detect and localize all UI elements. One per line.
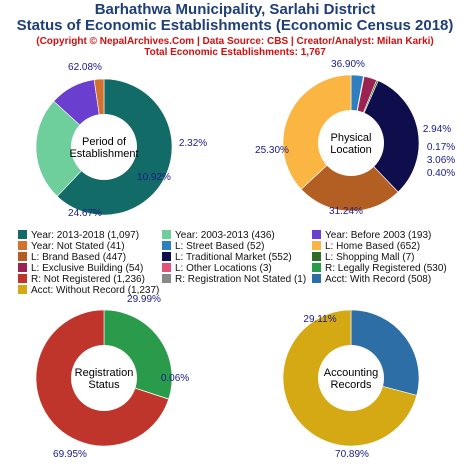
pie-slice [350, 80, 420, 193]
legend-swatch [18, 241, 27, 250]
legend-item: L: Shopping Mall (7) [312, 252, 415, 264]
data-label: 29.11% [303, 314, 336, 325]
donut-hole [318, 345, 384, 411]
legend-item: R: Not Registered (1,236) [18, 274, 145, 286]
legend-item: R: Legally Registered (530) [312, 263, 447, 275]
data-label: 0.06% [161, 373, 189, 384]
data-label: 10.92% [137, 172, 171, 183]
legend-item: Year: Before 2003 (193) [312, 230, 431, 242]
legend-swatch [312, 274, 321, 283]
data-label: 70.89% [335, 449, 369, 460]
center-label: Registration [75, 367, 134, 379]
legend-label: R: Not Registered (1,236) [31, 274, 145, 285]
legend-swatch [18, 230, 27, 239]
legend-label: L: Home Based (652) [325, 241, 421, 252]
legend-swatch [312, 252, 321, 261]
legend-label: R: Legally Registered (530) [325, 263, 447, 274]
legend-item: L: Brand Based (447) [18, 252, 126, 264]
chart-title: Barhathwa Municipality, Sarlahi District [94, 1, 376, 18]
total-line: Total Economic Establishments: 1,767 [144, 47, 326, 58]
legend-label: Year: Before 2003 (193) [325, 230, 432, 241]
legend-label: Acct: With Record (508) [325, 274, 432, 285]
legend-swatch [162, 252, 171, 261]
center-label: Status [88, 379, 120, 391]
legend-item: Year: 2003-2013 (436) [162, 230, 275, 242]
legend-swatch [162, 241, 171, 250]
data-label: 25.30% [255, 145, 289, 156]
chart-header: Barhathwa Municipality, Sarlahi District… [0, 0, 470, 59]
legend-item: L: Exclusive Building (54) [18, 263, 143, 275]
legend-swatch [18, 263, 27, 272]
legend-swatch [312, 241, 321, 250]
data-label: 2.32% [179, 138, 207, 149]
legend-label: Year: 2003-2013 (436) [175, 230, 275, 241]
legend-item: Year: Not Stated (41) [18, 241, 125, 253]
legend-label: L: Brand Based (447) [31, 252, 127, 263]
legend-label: L: Other Locations (3) [175, 263, 272, 274]
pie-slice [35, 100, 105, 197]
chart-subtitle: Status of Economic Establishments (Econo… [16, 17, 454, 34]
data-label: 2.94% [423, 124, 451, 135]
legend-label: Year: 2013-2018 (1,097) [31, 230, 140, 241]
legend-item: L: Traditional Market (552) [162, 252, 292, 264]
center-label: Records [331, 379, 372, 391]
legend-label: L: Exclusive Building (54) [31, 263, 144, 274]
legend-swatch [312, 230, 321, 239]
legend-item: Year: 2013-2018 (1,097) [18, 230, 139, 242]
center-label: Physical [331, 132, 372, 144]
legend-item: Acct: With Record (508) [312, 274, 431, 286]
data-label: 29.99% [127, 294, 161, 305]
data-label: 24.67% [68, 208, 102, 219]
center-label: Location [330, 144, 372, 156]
pie-slice [282, 74, 352, 190]
legend-label: Year: Not Stated (41) [31, 241, 125, 252]
donut-hole [71, 345, 137, 411]
data-label: 0.40% [427, 168, 455, 179]
credit-line: (Copyright © NepalArchives.Com | Data So… [36, 36, 434, 47]
center-label: Accounting [324, 367, 378, 379]
data-label: 36.90% [331, 59, 365, 70]
data-label: 0.17% [427, 142, 455, 153]
legend-item: L: Street Based (52) [162, 241, 265, 253]
legend-item: Acct: Without Record (1,237) [18, 285, 159, 297]
legend-swatch [312, 263, 321, 272]
pie-slice [300, 142, 399, 212]
donut-hole [318, 110, 384, 176]
data-label: 31.24% [329, 206, 363, 217]
legend-label: R: Registration Not Stated (1) [175, 274, 307, 285]
legend-swatch [162, 230, 171, 239]
donut-hole [71, 114, 137, 180]
legend-item: L: Other Locations (3) [162, 263, 272, 275]
legend-swatch [18, 285, 27, 294]
legend-label: L: Traditional Market (552) [175, 252, 292, 263]
legend-label: L: Street Based (52) [175, 241, 265, 252]
data-label: 62.08% [68, 62, 102, 73]
center-label: Establishment [69, 148, 138, 160]
center-label: Period of [82, 136, 127, 148]
legend-swatch [18, 252, 27, 261]
legend-label: L: Shopping Mall (7) [325, 252, 415, 263]
legend-swatch [18, 274, 27, 283]
legend-swatch [162, 263, 171, 272]
legend-label: Acct: Without Record (1,237) [31, 285, 160, 296]
legend-swatch [162, 274, 171, 283]
legend-item: L: Home Based (652) [312, 241, 420, 253]
data-label: 3.06% [427, 155, 455, 166]
legend-item: R: Registration Not Stated (1) [162, 274, 306, 286]
data-label: 69.95% [53, 449, 87, 460]
